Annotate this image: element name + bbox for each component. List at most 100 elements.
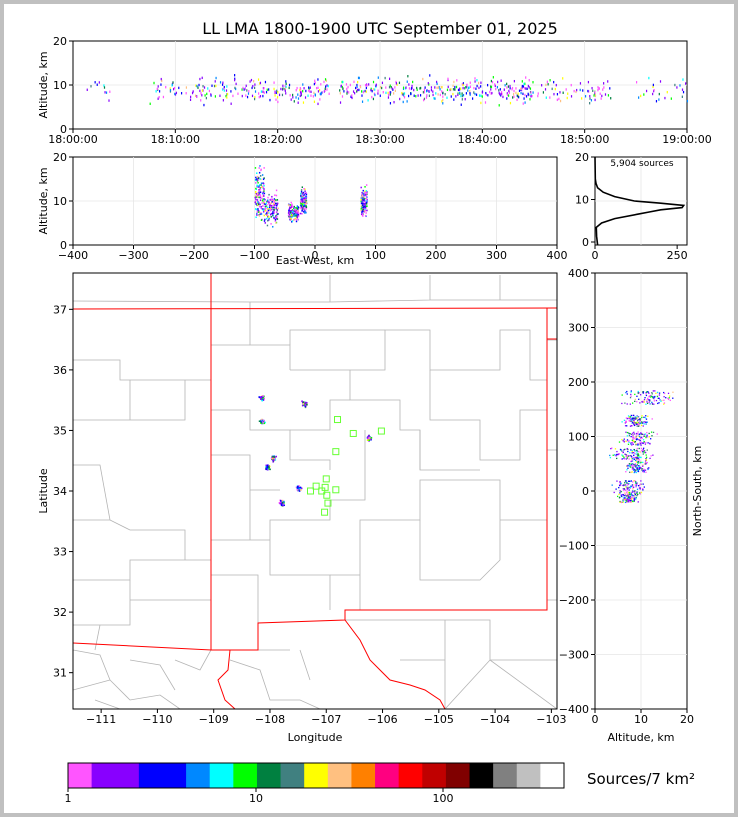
time-height-source-point — [222, 87, 225, 90]
east-west-source-point — [264, 198, 266, 201]
east-west-source-point — [271, 206, 273, 209]
north-south-source-point — [628, 500, 631, 503]
time-height-source-point — [377, 89, 379, 92]
east-west-source-point — [257, 208, 259, 210]
time-height-source-point — [520, 87, 522, 91]
east-west-source-point — [260, 168, 262, 171]
time-height-source-point — [462, 82, 465, 85]
time-height-source-point — [254, 83, 256, 86]
east-west-source-point — [277, 207, 279, 210]
lma-figure: LL LMA 1800-1900 UTC September 01, 2025 … — [37, 19, 712, 805]
plan-view-source-point — [266, 464, 269, 467]
north-south-source-point — [625, 480, 627, 482]
north-south-source-point — [622, 501, 624, 503]
north-south-source-point — [632, 500, 634, 503]
north-south-source-point — [655, 399, 658, 402]
north-south-source-point — [625, 391, 627, 394]
east-west-source-point — [266, 217, 268, 220]
east-west-source-point — [363, 198, 365, 201]
time-height-source-point — [219, 81, 222, 84]
north-south-source-point — [653, 396, 656, 399]
colorbar-cell — [445, 763, 470, 788]
time-height-source-point — [210, 93, 212, 96]
north-south-source-point — [630, 455, 632, 457]
north-south-source-point — [637, 459, 640, 461]
time-height-source-point — [469, 89, 471, 93]
time-height-source-point — [262, 94, 264, 98]
time-height-source-point — [276, 89, 278, 93]
east-west-source-point — [301, 210, 303, 212]
time-height-source-point — [197, 86, 199, 89]
north-south-source-point — [621, 458, 623, 460]
east-west-source-point — [258, 205, 261, 208]
east-west-source-point — [259, 196, 261, 199]
north-south-source-point — [638, 421, 640, 424]
time-height-source-point — [513, 89, 515, 93]
north-south-source-point — [618, 497, 621, 499]
north-south-panel: Altitude, km North-South, km 0 10 20−400−3… — [559, 267, 704, 744]
time-height-source-point — [468, 86, 470, 89]
time-height-source-point — [523, 82, 525, 86]
time-height-source-point — [214, 80, 216, 83]
north-south-source-point — [635, 481, 637, 483]
time-height-source-point — [309, 86, 311, 89]
time-height-source-point — [434, 86, 436, 89]
north-south-source-point — [660, 400, 662, 402]
east-west-source-point — [271, 212, 274, 215]
east-west-source-point — [267, 211, 270, 214]
plan-view-source-point — [273, 457, 276, 460]
north-south-source-point — [629, 499, 632, 502]
east-west-source-point — [304, 201, 306, 204]
time-height-source-point — [292, 96, 294, 99]
north-south-source-point — [626, 403, 628, 405]
east-west-source-point — [303, 203, 305, 206]
time-height-source-point — [685, 82, 687, 85]
north-south-source-point — [642, 422, 644, 424]
east-west-source-point — [263, 209, 266, 212]
north-south-source-point — [643, 423, 645, 425]
time-height-source-point — [471, 97, 474, 100]
time-height-source-point — [495, 87, 497, 91]
time-height-source-point — [553, 80, 555, 84]
north-south-source-point — [656, 391, 659, 393]
north-south-source-point — [630, 449, 632, 451]
east-west-source-point — [297, 206, 300, 209]
east-west-source-point — [256, 180, 259, 182]
north-south-source-point — [636, 466, 639, 469]
time-height-source-point — [476, 84, 478, 88]
time-height-source-point — [462, 93, 465, 97]
north-south-source-point — [643, 440, 645, 443]
north-south-source-point — [615, 488, 617, 490]
plan-view-ytick-label: 36 — [53, 364, 67, 377]
north-south-source-point — [619, 448, 622, 451]
north-south-source-point — [646, 421, 648, 423]
colorbar-cell — [256, 763, 281, 788]
time-height-source-point — [492, 76, 494, 79]
time-height-source-point — [410, 92, 412, 96]
time-height-source-point — [364, 89, 366, 93]
north-south-source-point — [627, 497, 630, 500]
north-south-source-point — [632, 494, 634, 497]
time-height-source-point — [234, 74, 236, 77]
east-west-source-point — [365, 212, 367, 214]
time-height-source-point — [352, 90, 355, 93]
time-height-source-point — [174, 92, 176, 96]
time-height-source-point — [304, 96, 307, 99]
east-west-source-point — [270, 216, 272, 218]
time-height-source-point — [248, 90, 250, 93]
east-west-source-point — [264, 205, 267, 208]
time-height-source-point — [387, 96, 390, 99]
east-west-source-point — [264, 203, 266, 206]
north-south-source-point — [640, 436, 642, 439]
north-south-source-point — [628, 500, 630, 503]
time-height-source-point — [314, 81, 316, 85]
north-south-source-point — [636, 492, 638, 495]
north-south-source-point — [628, 493, 630, 495]
time-height-source-point — [288, 86, 290, 90]
north-south-source-point — [639, 443, 642, 445]
east-west-source-point — [301, 186, 304, 189]
east-west-source-point — [360, 200, 362, 203]
east-west-source-point — [254, 179, 257, 181]
north-south-source-point — [632, 481, 634, 483]
